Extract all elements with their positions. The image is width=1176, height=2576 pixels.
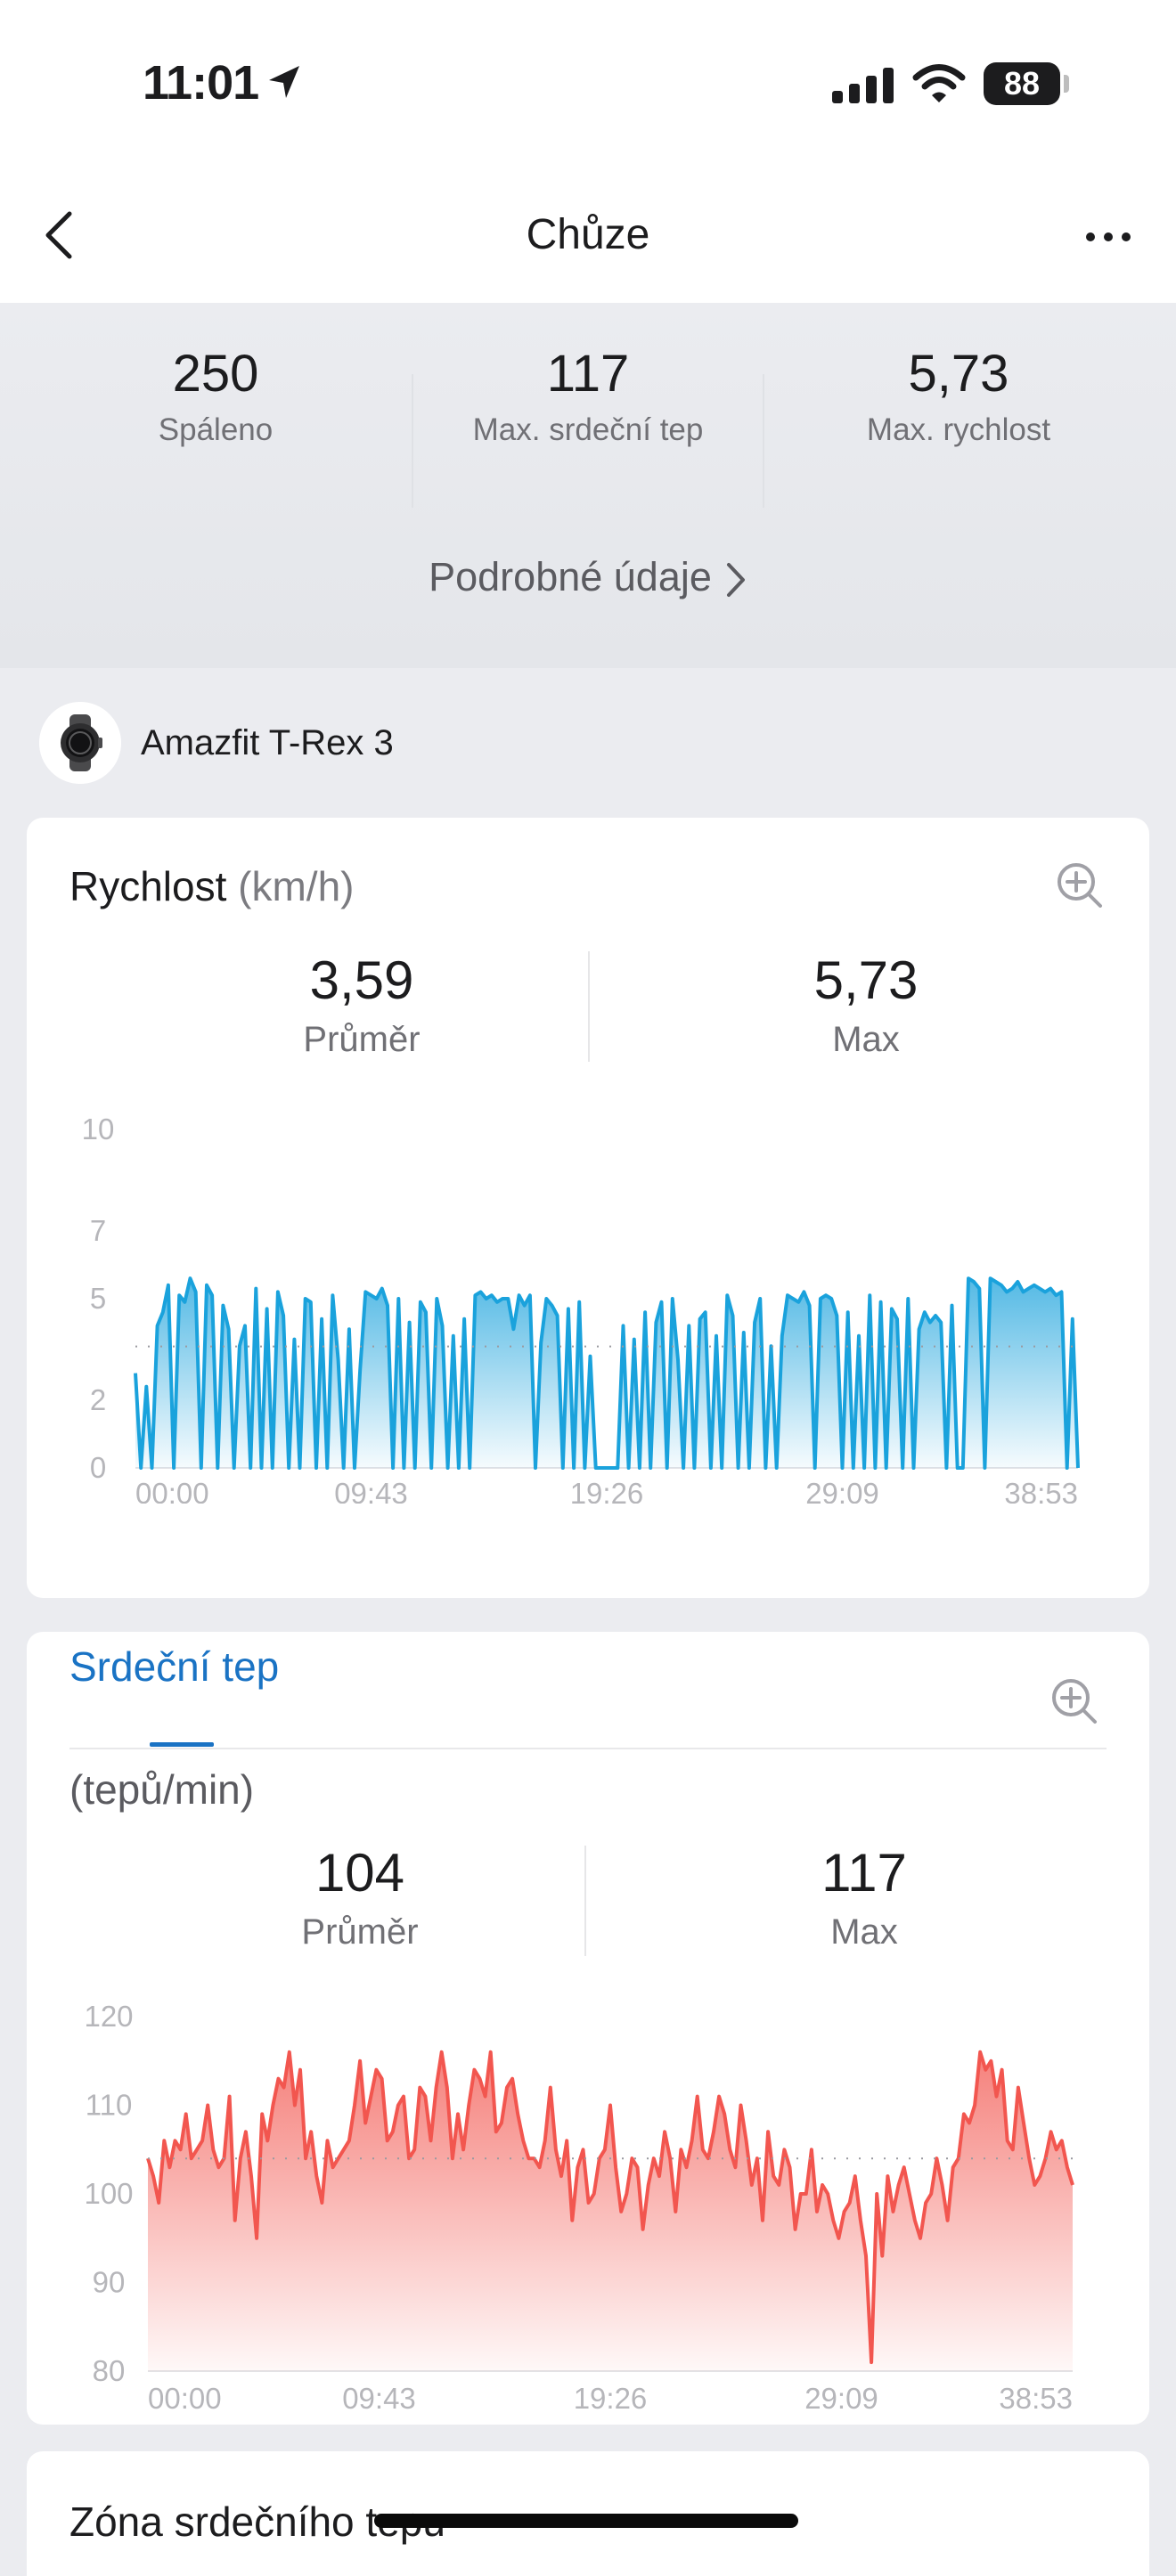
- heart-rate-chart-line: [146, 2050, 1074, 2365]
- heart-rate-chart-x-tick: 19:26: [574, 2382, 648, 2415]
- stat-label: Spáleno: [158, 412, 274, 447]
- page-title: Chůze: [526, 211, 650, 258]
- heart-rate-chart: 120 110 100 90 80 00:00 09:43 19:26 29:09 38:53: [84, 2000, 1074, 2415]
- more-options-icon[interactable]: [1083, 230, 1133, 244]
- battery-cap: [1064, 75, 1069, 93]
- top-bar: 11:01 88 Chůze: [0, 0, 1176, 303]
- summary-stats: 250 Spáleno 117 Max. srdeční tep 5,73 Ma…: [0, 303, 1176, 668]
- metric-value: 5,73: [813, 950, 919, 1010]
- stat-label: Max. rychlost: [866, 412, 1051, 447]
- speed-chart-x-tick: 29:09: [805, 1477, 879, 1504]
- metric-label: Průměr: [303, 1020, 421, 1059]
- stat-value: 250: [172, 345, 259, 403]
- metric-divider: [588, 951, 590, 1062]
- speed-chart-area: [135, 1278, 1078, 1468]
- heart-rate-average: 104 Průměr: [137, 1842, 583, 1952]
- tab-heart-rate[interactable]: Srdeční tep: [69, 1643, 280, 1690]
- stat-value: 5,73: [908, 345, 1009, 403]
- speed-average: 3,59 Průměr: [139, 950, 584, 1060]
- speed-card: Rychlost (km/h) 3,59 Průměr 5,73 Max 10 7…: [27, 818, 1149, 1598]
- heart-rate-chart-x-tick: 29:09: [804, 2382, 878, 2415]
- stat-label: Max. srdeční tep: [472, 412, 704, 447]
- zoom-in-icon[interactable]: [1055, 860, 1105, 910]
- tab-divider: [69, 1748, 1107, 1749]
- speed-chart-y-tick: 2: [90, 1383, 106, 1416]
- wifi-icon: [912, 64, 966, 102]
- back-chevron-icon[interactable]: [39, 207, 78, 264]
- metric-label: Průměr: [301, 1912, 419, 1952]
- speed-chart-x-tick: 00:00: [135, 1477, 209, 1504]
- heart-rate-chart-area: [148, 2051, 1073, 2371]
- stat-divider: [412, 374, 413, 508]
- zoom-in-icon[interactable]: [1049, 1676, 1099, 1726]
- details-link-label: Podrobné údaje: [429, 554, 712, 599]
- speed-chart-x-tick: 38:53: [1004, 1477, 1078, 1504]
- stat-max-heart-rate: 117 Max. srdeční tep: [410, 344, 766, 448]
- speed-max: 5,73 Max: [643, 950, 1089, 1060]
- heart-rate-chart-y-tick: 90: [93, 2266, 126, 2299]
- speed-unit: (km/h): [238, 863, 355, 909]
- chevron-right-icon: [726, 563, 745, 598]
- speed-chart-x-tick: 09:43: [334, 1477, 408, 1504]
- metric-value: 117: [821, 1843, 907, 1903]
- heart-rate-chart-y-tick: 100: [84, 2177, 133, 2210]
- metric-label: Max: [832, 1020, 900, 1059]
- heart-rate-chart-y-tick: 110: [86, 2089, 133, 2122]
- stat-divider: [763, 374, 764, 508]
- speed-chart-y-tick: 7: [90, 1214, 106, 1247]
- tab-active-indicator: [150, 1742, 214, 1747]
- speed-chart: 10 7 5 2 0 00:00 09:43 19:26 29:09 38:53: [82, 1113, 1080, 1504]
- heart-rate-chart-y-tick: 80: [93, 2354, 126, 2387]
- heart-rate-chart-y-tick: 120: [84, 2000, 133, 2033]
- stat-max-speed: 5,73 Max. rychlost: [780, 344, 1137, 448]
- speed-card-title: Rychlost (km/h): [69, 862, 355, 910]
- watch-icon: [39, 702, 121, 784]
- metric-divider: [584, 1846, 586, 1956]
- metric-value: 104: [314, 1843, 405, 1903]
- metric-value: 3,59: [309, 950, 414, 1010]
- heart-rate-unit: (tepů/min): [69, 1766, 255, 1813]
- speed-chart-y-tick: 10: [82, 1113, 115, 1145]
- home-indicator[interactable]: [374, 2514, 798, 2528]
- cellular-signal-icon: [832, 68, 894, 103]
- metric-label: Max: [830, 1912, 898, 1952]
- device-name: Amazfit T-Rex 3: [141, 723, 394, 762]
- speed-chart-y-tick: 5: [90, 1282, 106, 1315]
- location-arrow-icon: [269, 66, 299, 98]
- speed-chart-x-tick: 19:26: [570, 1477, 644, 1504]
- speed-title: Rychlost: [69, 863, 227, 909]
- battery-indicator: 88: [984, 62, 1060, 105]
- speed-chart-y-tick: 0: [90, 1451, 106, 1484]
- stat-burned: 250 Spáleno: [37, 344, 394, 448]
- stat-value: 117: [546, 345, 630, 403]
- heart-rate-card: Srdeční tep (tepů/min) 104 Průměr 117 Ma…: [27, 1632, 1149, 2425]
- heart-rate-max: 117 Max: [641, 1842, 1087, 1952]
- status-time: 11:01: [143, 56, 259, 110]
- speed-chart-line: [134, 1276, 1080, 1470]
- heart-rate-chart-x-tick: 38:53: [999, 2382, 1073, 2415]
- heart-rate-chart-x-tick: 00:00: [148, 2382, 222, 2415]
- details-link[interactable]: Podrobné údaje: [0, 554, 1176, 600]
- heart-rate-chart-x-tick: 09:43: [342, 2382, 416, 2415]
